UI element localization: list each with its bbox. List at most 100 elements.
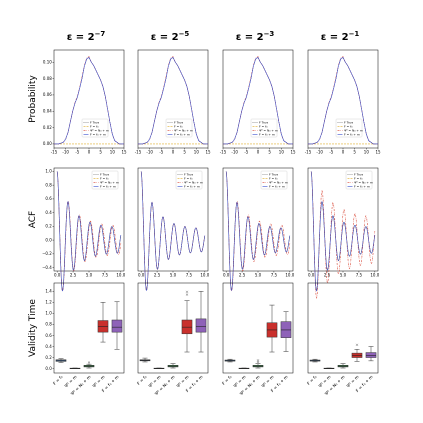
- x-tick-label: 0.0: [54, 273, 61, 278]
- column-title-exponent: −3: [264, 30, 275, 38]
- legend-label: F = f₀ + m: [174, 133, 190, 137]
- x-tick-label: 5.0: [86, 273, 93, 278]
- x-tick-label: 0.0: [223, 273, 230, 278]
- validity-panel: F = f₀ Ψ⁰ = mΨ⁰ = N₀ + m Ψ⁰ = mF = f₀ + m: [306, 282, 379, 396]
- box-body: [195, 318, 207, 333]
- legend-label: F True: [90, 121, 99, 125]
- box: [167, 363, 179, 369]
- legend-label: Ψ⁰ = N₀ + m: [354, 181, 373, 185]
- legend-box: [345, 170, 373, 190]
- column-title-exponent: −1: [349, 30, 360, 38]
- box-flier: [355, 343, 359, 346]
- column-title-base: ε = 2: [151, 32, 179, 43]
- x-category-label: F = f₀: [306, 374, 318, 386]
- x-tick-label: 7.5: [186, 273, 193, 278]
- box: [309, 358, 321, 363]
- column-title-exponent: −5: [179, 30, 190, 38]
- legend-label: F = f₀: [269, 177, 278, 181]
- y-tick-label: 0.00: [43, 141, 52, 146]
- legend-box: [250, 118, 278, 138]
- box: [266, 304, 278, 353]
- x-tick-label: 0: [342, 150, 345, 155]
- box-flier: [185, 290, 189, 293]
- x-tick-label: 5: [183, 150, 186, 155]
- box: [69, 367, 81, 369]
- legend-label: F = f₀ + m: [354, 185, 370, 189]
- x-tick-label: -5: [244, 150, 248, 155]
- series-line-fm: [54, 56, 124, 145]
- legend-label: F = f₀: [100, 177, 109, 181]
- x-tick-label: 10.0: [200, 273, 209, 278]
- x-tick-label: 10.0: [285, 273, 294, 278]
- legend-label: Ψ⁰ = N₀ + m: [184, 181, 203, 185]
- legend-label: F = f₀: [90, 125, 99, 129]
- x-tick-label: 10.0: [370, 273, 379, 278]
- acf-panel: 0.0 2.5 5.0 7.5 10.0 −0.4 −0.2 0.0 0.2 0.4 0.6 0.8 1…: [42, 167, 126, 292]
- x-tick-label: 0.0: [138, 273, 145, 278]
- legend-label: F = f₀: [354, 177, 363, 181]
- box: [83, 361, 95, 369]
- column-title: ε = 2−1: [321, 30, 360, 43]
- y-tick-label: 0.0: [45, 237, 52, 242]
- validity-panel: F = f₀ Ψ⁰ = mΨ⁰ = N₀ + m Ψ⁰ = mF = f₀ + m: [221, 282, 294, 396]
- box: [153, 367, 165, 369]
- box-flier: [256, 360, 260, 364]
- x-tick-label: -5: [329, 150, 333, 155]
- column-title-base: ε = 2: [321, 32, 349, 43]
- y-tick-label: 0.06: [43, 92, 52, 97]
- series-line-fm: [308, 56, 378, 145]
- box-flier: [185, 293, 189, 296]
- y-tick-label: 1.2: [45, 300, 52, 305]
- probability-panel: -15 -10 -5 0 5 10 15 0.00 0.02 0.04 0.06 0.08 0.10 F …: [43, 49, 127, 155]
- y-tick-label: 0.6: [45, 333, 52, 338]
- row-label: ACF: [28, 211, 38, 228]
- y-tick-label: 1.4: [45, 289, 52, 294]
- x-category-label: F = f₀: [136, 374, 148, 386]
- column-title-base: ε = 2: [236, 32, 264, 43]
- legend-box: [165, 118, 193, 138]
- x-tick-label: 0: [172, 150, 175, 155]
- legend-label: F True: [100, 173, 109, 177]
- x-tick-label: 0.0: [308, 273, 315, 278]
- box-body: [111, 319, 123, 333]
- legend-label: Ψ⁰ = N₀ + m: [174, 129, 193, 133]
- y-tick-label: −0.2: [42, 251, 52, 256]
- x-tick-label: 5.0: [340, 273, 347, 278]
- series-line-psi: [310, 171, 376, 299]
- box: [365, 346, 377, 362]
- x-category-label: F = f₀: [52, 374, 64, 386]
- legend-label: F = f₀ + m: [90, 133, 106, 137]
- box: [252, 359, 264, 369]
- x-tick-label: 2.5: [154, 273, 161, 278]
- x-category-label: F = f₀: [221, 374, 233, 386]
- x-tick-label: 15: [121, 150, 127, 155]
- legend-box: [175, 170, 203, 190]
- x-tick-label: 7.5: [102, 273, 109, 278]
- x-tick-label: -5: [75, 150, 79, 155]
- x-tick-label: -10: [146, 150, 153, 155]
- axes-frame: [137, 282, 209, 374]
- column-title: ε = 2−7: [67, 30, 106, 43]
- x-tick-label: 0: [88, 150, 91, 155]
- x-tick-label: 15: [205, 150, 211, 155]
- legend-label: F = f₀ + m: [269, 185, 285, 189]
- y-tick-label: 0.08: [43, 76, 52, 81]
- y-tick-label: 0.2: [45, 355, 52, 360]
- x-tick-label: 5: [268, 150, 271, 155]
- legend-label: Ψ⁰ = N₀ + m: [100, 181, 119, 185]
- series-line-fm: [310, 171, 376, 292]
- y-tick-label: 0.4: [45, 344, 52, 349]
- y-tick-label: 1.0: [45, 311, 52, 316]
- y-tick-label: 0.0: [45, 366, 52, 371]
- x-tick-label: 15: [375, 150, 381, 155]
- legend-label: F = f₀: [184, 177, 193, 181]
- x-tick-label: 5.0: [255, 273, 262, 278]
- legend-label: F True: [269, 173, 278, 177]
- y-tick-label: 0.2: [45, 224, 52, 229]
- column-title-exponent: −7: [95, 30, 106, 38]
- x-tick-label: 10: [364, 150, 370, 155]
- x-tick-label: -10: [316, 150, 323, 155]
- x-tick-label: 10: [279, 150, 285, 155]
